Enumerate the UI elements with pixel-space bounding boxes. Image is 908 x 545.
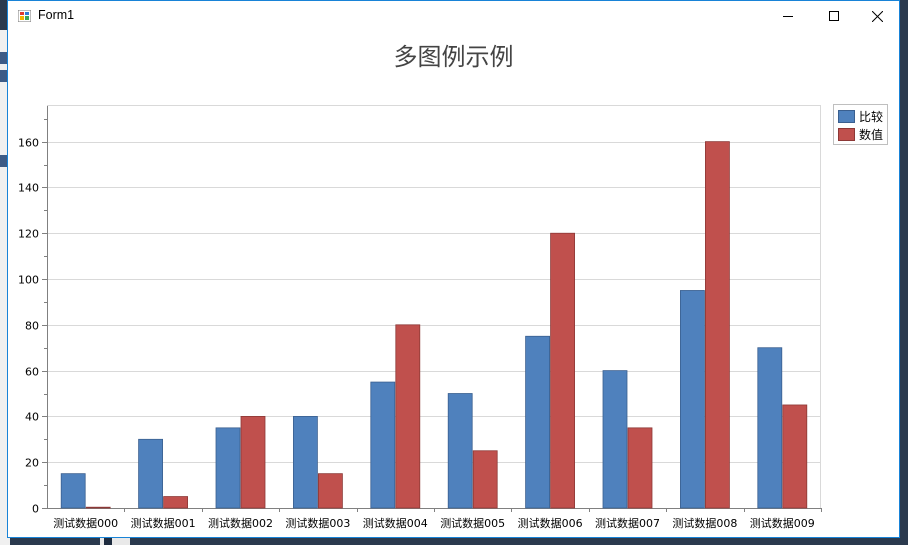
desktop-fragment [0,155,9,167]
bar-series-2 [395,324,421,509]
bar-chart: 0 20 40 60 80 100 120 140 160 测试数据000 测试数据001 测试数据0… [18,105,822,530]
y-tick-label: 40 [25,411,39,424]
legend-swatch-series-1 [838,109,855,123]
desktop-fragment [0,52,9,64]
x-tick-label: 测试数据006 [518,516,583,530]
y-tick-label: 100 [18,274,39,287]
x-tick-label: 测试数据003 [285,516,350,530]
y-tick-label: 60 [25,366,39,379]
x-tick-label: 测试数据000 [53,516,118,530]
x-tick-label: 测试数据009 [750,516,815,530]
x-tick-label: 测试数据002 [208,516,273,530]
desktop-fragment [104,538,112,545]
y-tick-label: 140 [18,182,39,195]
close-button[interactable] [854,1,900,31]
maximize-button[interactable] [811,1,857,31]
form-window: Form1 多图例示例 0 20 40 60 80 100 120 140 160 测试数据000… [7,0,900,538]
bar-series-2 [240,416,266,509]
bar-series-1 [602,370,628,509]
bar-series-2 [627,427,653,509]
bar-series-2 [85,506,111,509]
bar-series-1 [60,473,86,509]
y-tick-label: 160 [18,137,39,150]
minimize-icon [783,16,793,17]
bar-series-1 [525,335,550,509]
legend-swatch-series-2 [838,127,855,141]
y-tick-label: 0 [32,503,39,516]
y-tick-label: 80 [25,320,39,333]
bar-series-2 [705,141,730,509]
app-icon [18,10,31,22]
legend-label-series-2: 数值 [859,127,884,142]
window-title: Form1 [38,8,75,22]
legend-label-series-1: 比较 [859,109,884,124]
x-tick-label: 测试数据004 [363,516,428,530]
bar-series-2 [472,450,498,509]
y-tick-label: 20 [25,457,39,470]
bar-series-1 [370,381,396,509]
desktop-fragment [0,70,9,82]
y-tick-label: 120 [18,228,39,241]
x-tick-label: 测试数据007 [595,516,660,530]
title-bar[interactable]: Form1 [8,1,899,31]
bar-series-1 [138,438,164,509]
x-tick-label: 测试数据005 [440,516,505,530]
close-icon [871,10,883,22]
desktop-fragment [100,538,130,545]
bar-series-2 [782,404,808,509]
bar-series-1 [215,427,241,509]
bar-series-1 [757,347,783,509]
bar-series-1 [292,416,318,509]
bar-series-1 [680,290,705,509]
chart-control: 多图例示例 0 20 40 60 80 100 120 140 160 测试数据000 测试数据00… [8,31,899,537]
minimize-button[interactable] [765,1,811,31]
desktop-background [0,30,10,545]
legend: 比较 数值 [833,104,888,145]
maximize-icon [829,11,839,21]
chart-title: 多图例示例 [393,43,514,71]
bar-series-2 [317,473,343,509]
x-tick-label: 测试数据008 [672,516,737,530]
bar-series-2 [550,232,575,509]
legend-item: 数值 [838,126,883,142]
x-tick-label: 测试数据001 [131,516,196,530]
legend-item: 比较 [838,108,883,124]
bar-series-1 [447,393,473,509]
bar-series-2 [163,496,189,509]
